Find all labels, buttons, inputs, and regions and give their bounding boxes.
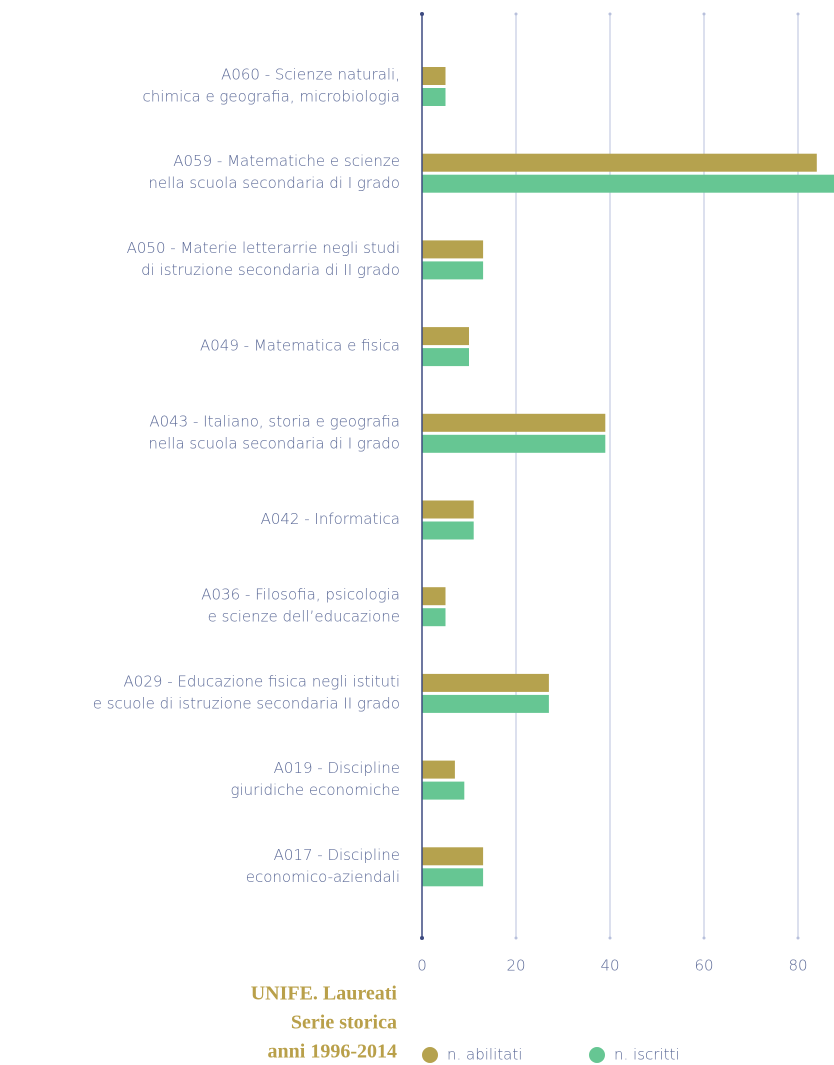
grid-dot [702, 936, 706, 940]
bar [422, 261, 484, 280]
axis-dot [420, 12, 424, 16]
bar [422, 694, 549, 713]
category-label: A029 - Educazione fisica negli istituti [124, 672, 400, 690]
legend-label: n. iscritti [614, 1046, 680, 1064]
bar [422, 781, 465, 800]
bar [422, 327, 469, 346]
chart-title: Serie storica [291, 1012, 397, 1034]
category-label: giuridiche economiche [230, 781, 400, 799]
bar [422, 153, 817, 172]
category-label: A059 - Matematiche e scienze [173, 152, 400, 170]
x-tick-label: 40 [600, 957, 619, 975]
chart-title: anni 1996-2014 [268, 1041, 397, 1063]
category-label: e scienze dell’educazione [208, 608, 400, 626]
bar [422, 521, 474, 540]
category-label: A042 - Informatica [261, 510, 400, 528]
legend-swatch [589, 1047, 605, 1063]
category-label: A043 - Italiano, storia e geografia [149, 412, 400, 430]
category-label: A019 - Discipline [274, 759, 400, 777]
bar [422, 348, 469, 367]
bar [422, 868, 484, 887]
category-label: A049 - Matematica e fisica [200, 337, 400, 355]
bar [422, 413, 606, 432]
category-label: A036 - Filosofia, psicologia [201, 586, 400, 604]
bar [422, 240, 484, 259]
grid-dot [796, 12, 800, 16]
grid-dot [514, 12, 518, 16]
category-label: nella scuola secondaria di I grado [148, 174, 400, 192]
bar [422, 434, 606, 453]
category-label: di istruzione secondaria di II grado [141, 261, 400, 279]
x-tick-label: 0 [417, 957, 427, 975]
category-label: economico-aziendali [246, 868, 400, 886]
bar [422, 760, 455, 779]
grid-dot [608, 936, 612, 940]
category-label: A017 - Discipline [274, 846, 400, 864]
category-label: A050 - Materie letterarrie negli studi [127, 239, 400, 257]
bar [422, 88, 446, 106]
bar [422, 587, 446, 606]
category-label: A060 - Scienze naturali, [221, 66, 400, 84]
axis-dot [420, 936, 424, 940]
category-label: chimica e geografia, microbiologia [143, 88, 400, 106]
bar [422, 67, 446, 85]
grid-dot [608, 12, 612, 16]
category-label: e scuole di istruzione secondaria II gra… [93, 694, 400, 712]
category-label: nella scuola secondaria di I grado [148, 434, 400, 452]
legend-label: n. abilitati [447, 1046, 522, 1064]
bar [422, 500, 474, 519]
bar [422, 847, 484, 866]
bar [422, 174, 834, 193]
bar [422, 608, 446, 627]
grid-dot [702, 12, 706, 16]
x-tick-label: 20 [506, 957, 525, 975]
grid-dot [796, 936, 800, 940]
bar [422, 673, 549, 692]
x-tick-label: 60 [694, 957, 713, 975]
x-tick-label: 80 [788, 957, 807, 975]
grid-dot [514, 936, 518, 940]
legend-swatch [422, 1047, 438, 1063]
chart-title: UNIFE. Laureati [251, 983, 398, 1005]
